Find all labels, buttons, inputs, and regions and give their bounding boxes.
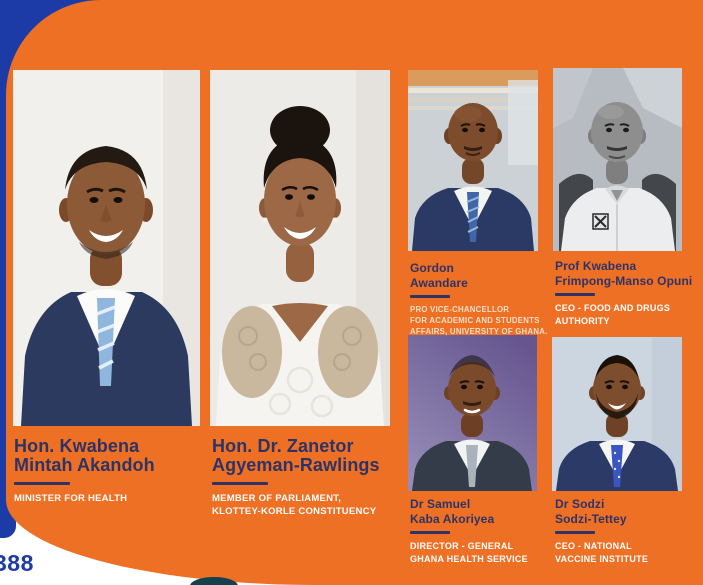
caption-sodzi: Dr Sodzi Sodzi-Tettey CEO - NATIONAL VAC… — [555, 497, 700, 565]
caption-underline — [555, 531, 595, 534]
caption-awandare: Gordon Awandare PRO VICE-CHANCELLOR FOR … — [410, 261, 555, 337]
speaker-name: Dr Sodzi Sodzi-Tettey — [555, 497, 627, 526]
caption-underline — [14, 482, 70, 485]
speaker-card-awandare — [408, 70, 538, 251]
caption-underline — [410, 295, 450, 298]
portrait-photo-akandoh — [13, 70, 200, 426]
speaker-role: MEMBER OF PARLIAMENT, KLOTTEY-KORLE CONS… — [212, 493, 377, 517]
speaker-card-opuni — [553, 68, 682, 251]
speaker-card-sodzi — [552, 337, 682, 491]
caption-agyeman-rawlings: Hon. Dr. Zanetor Agyeman-Rawlings MEMBER… — [212, 437, 412, 518]
speaker-card-agyeman-rawlings — [210, 70, 390, 426]
speaker-name: Gordon Awandare — [410, 261, 468, 290]
speaker-card-akandoh — [13, 70, 200, 426]
speaker-role: CEO - FOOD AND DRUGS AUTHORITY — [555, 303, 671, 326]
teal-dot-accent — [190, 577, 238, 585]
speaker-name: Hon. Kwabena Mintah Akandoh — [14, 436, 155, 475]
speaker-role: PRO VICE-CHANCELLOR FOR ACADEMIC AND STU… — [410, 305, 548, 336]
speaker-card-akoriyea — [408, 335, 537, 491]
speaker-name: Dr Samuel Kaba Akoriyea — [410, 497, 495, 526]
caption-underline — [555, 293, 595, 296]
speaker-role: DIRECTOR - GENERAL GHANA HEALTH SERVICE — [410, 541, 528, 564]
caption-underline — [212, 482, 268, 485]
caption-underline — [410, 531, 450, 534]
caption-opuni: Prof Kwabena Frimpong-Manso Opuni CEO - … — [555, 259, 703, 327]
portrait-photo-opuni — [553, 68, 682, 251]
caption-akandoh: Hon. Kwabena Mintah Akandoh MINISTER FOR… — [14, 437, 209, 505]
speaker-name: Prof Kwabena Frimpong-Manso Opuni — [555, 259, 693, 288]
speaker-name: Hon. Dr. Zanetor Agyeman-Rawlings — [212, 436, 380, 475]
speaker-role: MINISTER FOR HEALTH — [14, 493, 128, 504]
phone-number-fragment: 388 — [0, 550, 34, 576]
caption-akoriyea: Dr Samuel Kaba Akoriyea DIRECTOR - GENER… — [410, 497, 555, 565]
portrait-photo-agyeman-rawlings — [210, 70, 390, 426]
speaker-role: CEO - NATIONAL VACCINE INSTITUTE — [555, 541, 649, 564]
portrait-photo-sodzi — [552, 337, 682, 491]
portrait-photo-awandare — [408, 70, 538, 251]
portrait-photo-akoriyea — [408, 335, 537, 491]
